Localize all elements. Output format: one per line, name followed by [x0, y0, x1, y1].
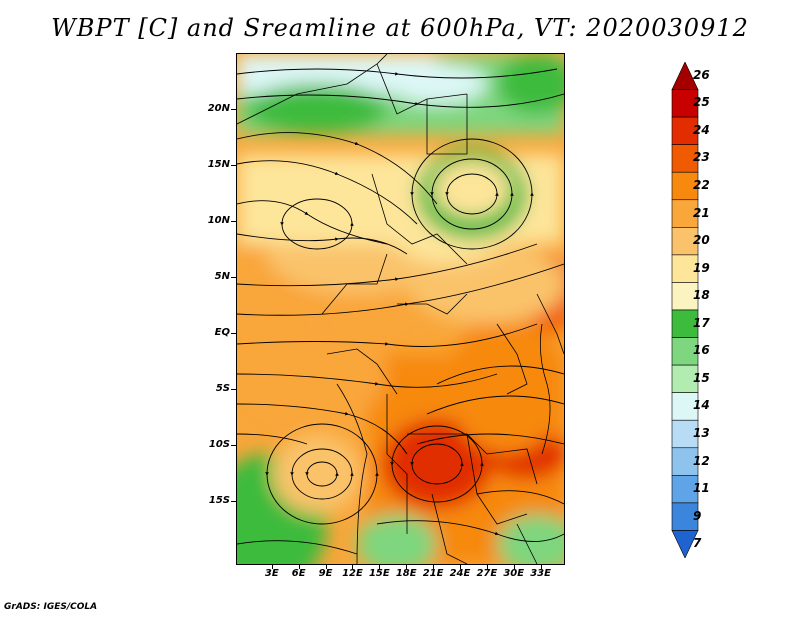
colorbar-swatch [671, 144, 699, 173]
lon-tick-mark [486, 564, 488, 569]
lon-tick-mark [513, 564, 515, 569]
lat-tick-label: 20N [207, 103, 230, 115]
lon-tick-label: 12E [342, 568, 363, 579]
colorbar-value-label: 23 [693, 150, 710, 165]
lat-tick-mark [231, 109, 236, 111]
colorbar-value-label: 24 [693, 122, 710, 137]
lon-tick-label: 15E [368, 568, 390, 579]
lat-tick-label: 15N [207, 159, 230, 171]
colorbar-value-label: 25 [693, 95, 710, 110]
lon-tick-mark [271, 564, 273, 569]
colorbar-swatch [671, 392, 699, 421]
colorbar-value-label: 20 [693, 233, 710, 248]
lon-tick-mark [379, 564, 381, 569]
colorbar-value-label: 13 [693, 426, 710, 440]
colorbar-value-label: 18 [693, 288, 710, 303]
colorbar-swatch [671, 309, 699, 338]
lat-tick-label: 5N [214, 271, 230, 283]
lon-tick-mark [352, 564, 354, 569]
colorbar-value-label: 14 [693, 398, 710, 413]
map-title: WBPT [C] and Sreamline at 600hPa, VT: 20… [51, 14, 749, 42]
colorbar-swatch [671, 475, 699, 504]
lon-tick-mark [540, 564, 542, 569]
colorbar-value-label: 26 [693, 67, 710, 82]
colorbar-value-label: 12 [693, 453, 710, 468]
colorbar-value-label: 7 [693, 536, 702, 551]
colorbar-swatch [671, 227, 699, 256]
lat-tick-label: 5S [215, 383, 230, 395]
lon-tick-mark [433, 564, 435, 569]
colorbar-swatch [671, 116, 699, 145]
lon-tick-label: 27E [476, 568, 498, 579]
colorbar-swatch [671, 502, 699, 531]
lat-tick-mark [231, 389, 236, 391]
colorbar-value-label: 9 [693, 508, 702, 523]
lat-tick-mark [231, 333, 236, 335]
colorbar-value-label: 16 [693, 343, 710, 358]
colorbar-swatch [671, 254, 699, 283]
colorbar-swatch [671, 419, 699, 449]
lon-tick-label: 21E [422, 568, 444, 579]
lon-tick-mark [459, 564, 461, 569]
lon-tick-mark [298, 564, 300, 569]
map-panel [236, 53, 565, 565]
streamlines [237, 68, 564, 555]
lon-tick-label: 33E [530, 568, 551, 579]
lon-tick-mark [406, 564, 408, 569]
colorbar-value-label: 15 [693, 370, 710, 385]
lon-tick-label: 9E [318, 568, 333, 579]
wbpt-field [237, 54, 564, 564]
country-borders [237, 54, 564, 564]
lat-tick-mark [231, 277, 236, 279]
lat-tick-mark [231, 501, 236, 503]
colorbar-value-label: 11 [693, 481, 710, 496]
lon-tick-label: 30E [503, 568, 525, 579]
lat-tick-label: EQ [214, 327, 230, 339]
colorbar [671, 62, 699, 558]
lon-tick-mark [325, 564, 327, 569]
lat-tick-mark [231, 221, 236, 223]
colorbar-swatch [671, 171, 699, 201]
lat-tick-label: 15S [208, 495, 230, 507]
lon-tick-label: 18E [395, 568, 417, 579]
colorbar-swatch [671, 530, 699, 558]
colorbar-value-label: 19 [693, 260, 710, 275]
lat-tick-mark [231, 445, 236, 447]
lon-tick-label: 24E [449, 568, 471, 579]
colorbar-swatch [671, 199, 699, 228]
colorbar-value-label: 17 [693, 315, 710, 330]
colorbar-value-label: 22 [693, 178, 710, 192]
lat-tick-label: 10S [208, 439, 230, 451]
grads-credit: GrADS: IGES/COLA [4, 602, 98, 612]
colorbar-value-label: 21 [693, 205, 710, 220]
lat-tick-label: 10N [207, 215, 230, 227]
lon-tick-label: 6E [291, 568, 306, 579]
lon-tick-label: 3E [264, 568, 279, 579]
lat-tick-mark [231, 165, 236, 167]
